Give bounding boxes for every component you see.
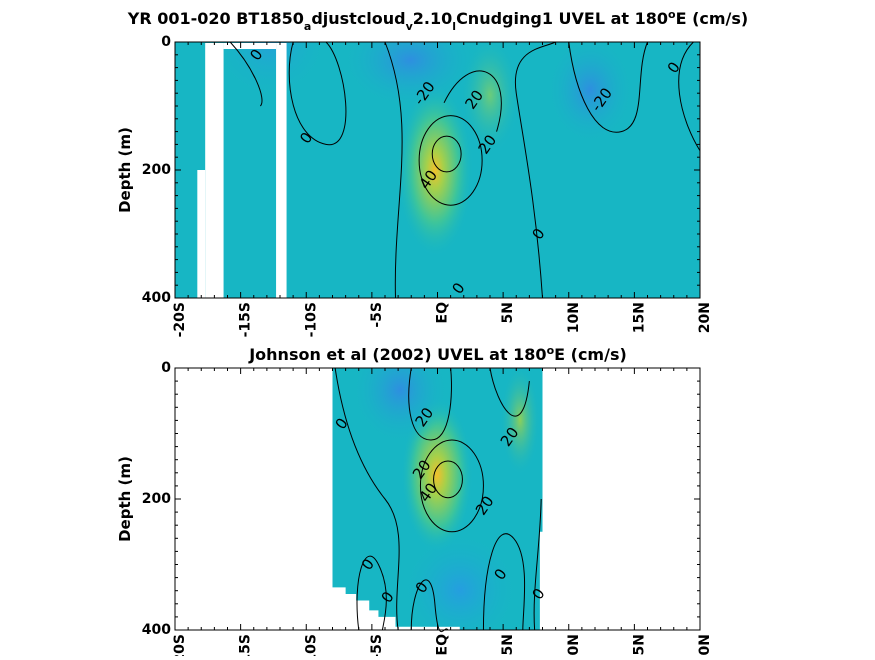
bottom-chart-title: Johnson et al (2002) UVEL at 180oE (cm/s… [248,344,627,364]
top-missing-column-1 [276,43,287,298]
top-contour-40 [431,135,462,173]
top-x-tick-label-5: 5N [500,302,516,323]
top-y-tick-label-1: 200 [142,162,171,178]
top-x-tick-label-4: EQ [435,302,451,324]
bottom-x-tick-label-4: EQ [435,634,451,656]
bottom-x-tick-label-3: -5S [369,634,385,656]
top-contour-20 [418,115,483,206]
top-y-axis-label: Depth (m) [116,127,134,213]
top-x-tick-label-0: -20S [172,302,188,337]
top-contours [229,41,701,299]
bottom-x-tick-label-8: 20N [697,634,713,656]
bottom-y-axis-label: Depth (m) [116,456,134,542]
top-velocity-field [175,42,700,298]
bottom-chart-panel: 0 20 20 20 40 20 0 0 0 0 0 -20S -15S -10S -5S EQ 5N 10N 15… [0,340,875,660]
bottom-y-tick-label-2: 400 [142,622,171,638]
bottom-x-tick-label-2: -10S [303,634,319,656]
bottom-x-tick-label-1: -15S [238,634,254,656]
bottom-ticks [174,367,701,631]
top-x-tick-label-6: 10N [566,302,582,333]
top-x-tick-label-7: 15N [631,302,647,333]
bottom-x-tick-label-0: -20S [172,634,188,656]
top-x-tick-label-1: -15S [238,302,254,337]
bottom-contour-40 [433,460,463,499]
top-chart-panel: 0 -20 20 -20 0 0 20 40 0 0 -20S -15S -10S -5S EQ 5N 10N 1… [116,8,748,337]
top-chart-title: YR 001-020 BT1850adjustcloudv2.10lCnudgi… [127,8,748,33]
top-x-tick-label-2: -10S [303,302,319,337]
bottom-y-tick-label-0: 0 [161,360,171,376]
bottom-contours [334,367,542,632]
bottom-velocity-field [332,368,543,630]
top-x-tick-label-8: 20N [697,302,713,333]
top-x-tick-label-3: -5S [369,302,385,328]
top-y-tick-label-0: 0 [161,34,171,50]
bottom-x-tick-label-5: 5N [500,634,516,655]
top-missing-column-0 [205,43,224,298]
bottom-contour-20 [419,439,484,533]
bottom-x-tick-label-7: 15N [631,634,647,656]
top-y-tick-label-2: 400 [142,290,171,306]
bottom-x-tick-label-6: 10N [566,634,582,656]
bottom-y-tick-label-1: 200 [142,491,171,507]
top-ticks [174,41,701,299]
